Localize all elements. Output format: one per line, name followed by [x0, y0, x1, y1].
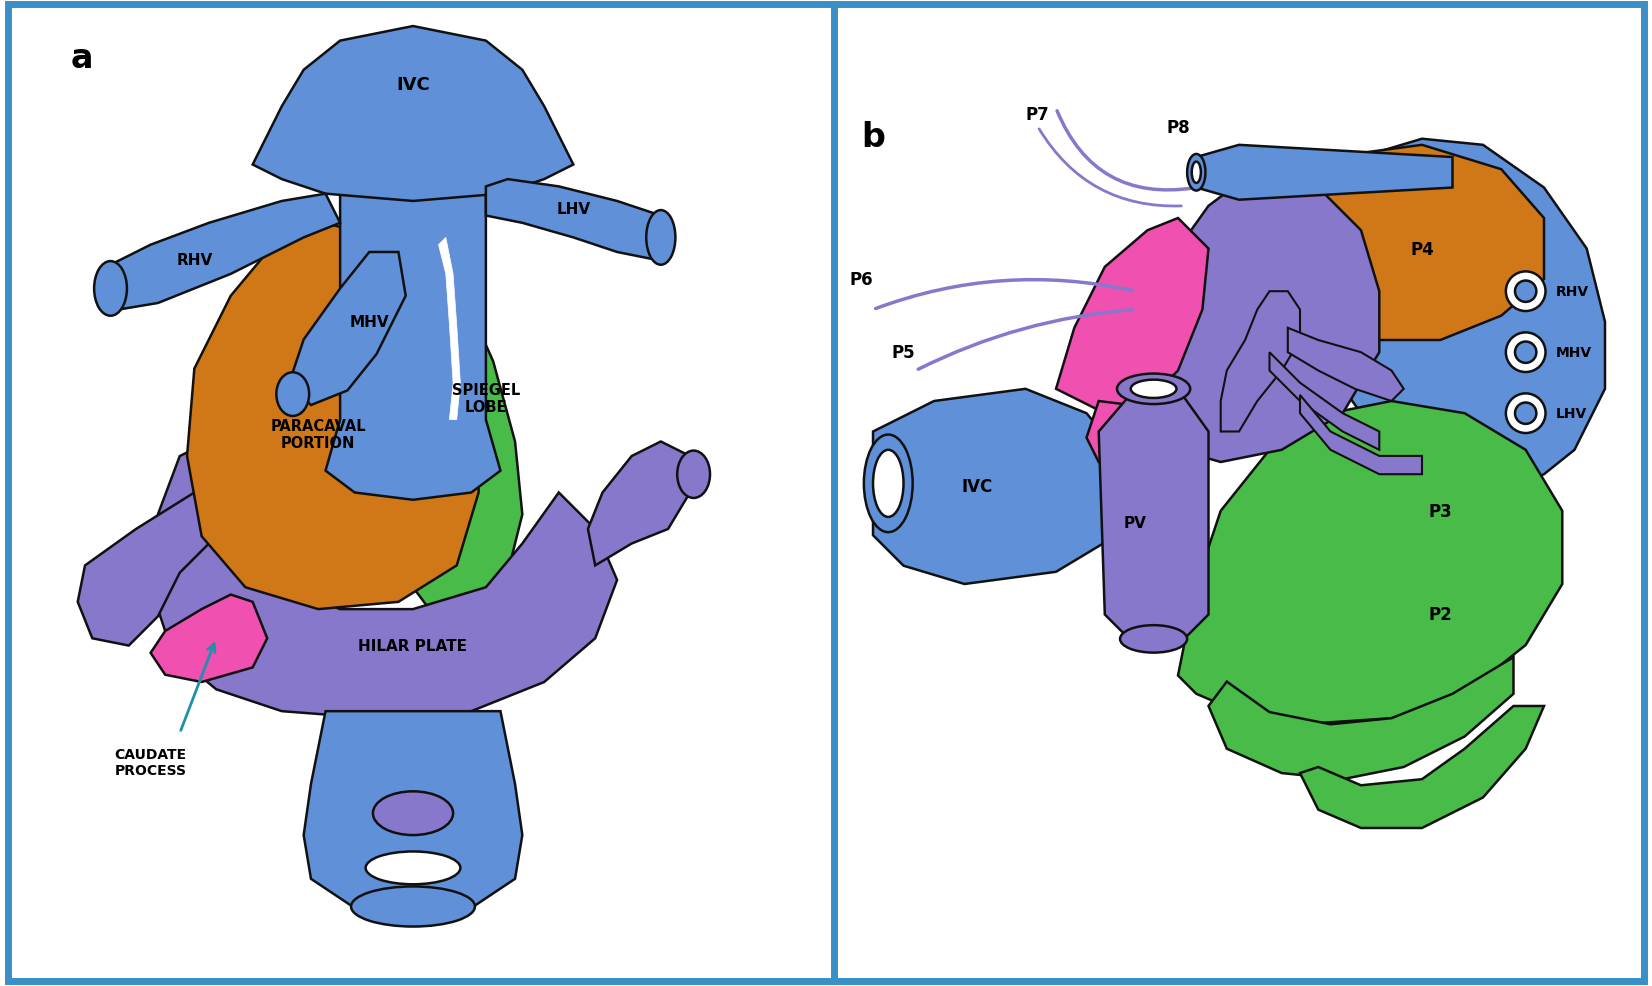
- Text: a: a: [71, 41, 93, 75]
- Polygon shape: [1209, 658, 1513, 779]
- Text: IVC: IVC: [396, 76, 430, 95]
- Polygon shape: [1221, 292, 1300, 432]
- Text: RHV: RHV: [177, 252, 213, 267]
- Text: P6: P6: [849, 271, 872, 289]
- Text: CAUDATE
PROCESS: CAUDATE PROCESS: [114, 747, 187, 778]
- Polygon shape: [1099, 389, 1209, 646]
- Ellipse shape: [276, 373, 309, 416]
- Polygon shape: [1196, 146, 1452, 200]
- Polygon shape: [289, 252, 406, 405]
- Polygon shape: [150, 442, 618, 719]
- Polygon shape: [486, 179, 661, 260]
- Ellipse shape: [1515, 403, 1536, 424]
- Text: LHV: LHV: [1556, 407, 1588, 421]
- Text: HILAR PLATE: HILAR PLATE: [358, 638, 468, 654]
- Polygon shape: [406, 252, 522, 617]
- Ellipse shape: [677, 452, 710, 499]
- Ellipse shape: [646, 211, 676, 265]
- Text: PARACAVAL
PORTION: PARACAVAL PORTION: [271, 419, 367, 451]
- Polygon shape: [325, 194, 501, 500]
- Ellipse shape: [1130, 381, 1176, 398]
- Polygon shape: [1289, 328, 1404, 401]
- Polygon shape: [1269, 353, 1379, 451]
- Polygon shape: [588, 442, 691, 566]
- Text: LHV: LHV: [557, 201, 590, 217]
- Ellipse shape: [350, 886, 476, 927]
- Ellipse shape: [1117, 374, 1189, 404]
- Text: RHV: RHV: [1556, 285, 1589, 299]
- Polygon shape: [1178, 401, 1563, 725]
- Polygon shape: [1300, 706, 1545, 828]
- Text: P4: P4: [1411, 241, 1434, 258]
- Ellipse shape: [1515, 342, 1536, 364]
- Polygon shape: [253, 27, 573, 202]
- Polygon shape: [1087, 401, 1148, 462]
- Ellipse shape: [1507, 394, 1546, 434]
- Polygon shape: [187, 224, 479, 609]
- Ellipse shape: [872, 451, 904, 518]
- Polygon shape: [1056, 219, 1209, 414]
- Ellipse shape: [864, 435, 912, 532]
- Ellipse shape: [1120, 625, 1188, 653]
- Text: SPIEGEL
LOBE: SPIEGEL LOBE: [451, 383, 520, 414]
- Polygon shape: [1257, 146, 1545, 340]
- Polygon shape: [78, 471, 231, 646]
- Text: P5: P5: [892, 344, 915, 362]
- Text: MHV: MHV: [350, 315, 390, 329]
- Ellipse shape: [1515, 281, 1536, 303]
- Ellipse shape: [1188, 155, 1206, 191]
- Text: P8: P8: [1166, 118, 1189, 136]
- Ellipse shape: [1507, 272, 1546, 312]
- Text: PV: PV: [1123, 516, 1146, 530]
- Polygon shape: [1117, 170, 1379, 462]
- Text: P7: P7: [1026, 106, 1049, 124]
- Polygon shape: [304, 712, 522, 915]
- Ellipse shape: [373, 792, 453, 835]
- Text: MHV: MHV: [1556, 346, 1593, 360]
- Polygon shape: [1300, 395, 1422, 474]
- Ellipse shape: [1191, 163, 1201, 183]
- Text: b: b: [861, 121, 885, 154]
- Polygon shape: [107, 194, 340, 311]
- Polygon shape: [1282, 140, 1606, 493]
- Polygon shape: [150, 595, 268, 682]
- Text: P3: P3: [1429, 502, 1452, 521]
- Text: P2: P2: [1429, 605, 1452, 624]
- Text: IVC: IVC: [961, 478, 993, 496]
- Polygon shape: [872, 389, 1117, 585]
- Ellipse shape: [94, 262, 127, 317]
- Ellipse shape: [365, 852, 461, 884]
- Ellipse shape: [1507, 333, 1546, 373]
- Polygon shape: [438, 239, 461, 420]
